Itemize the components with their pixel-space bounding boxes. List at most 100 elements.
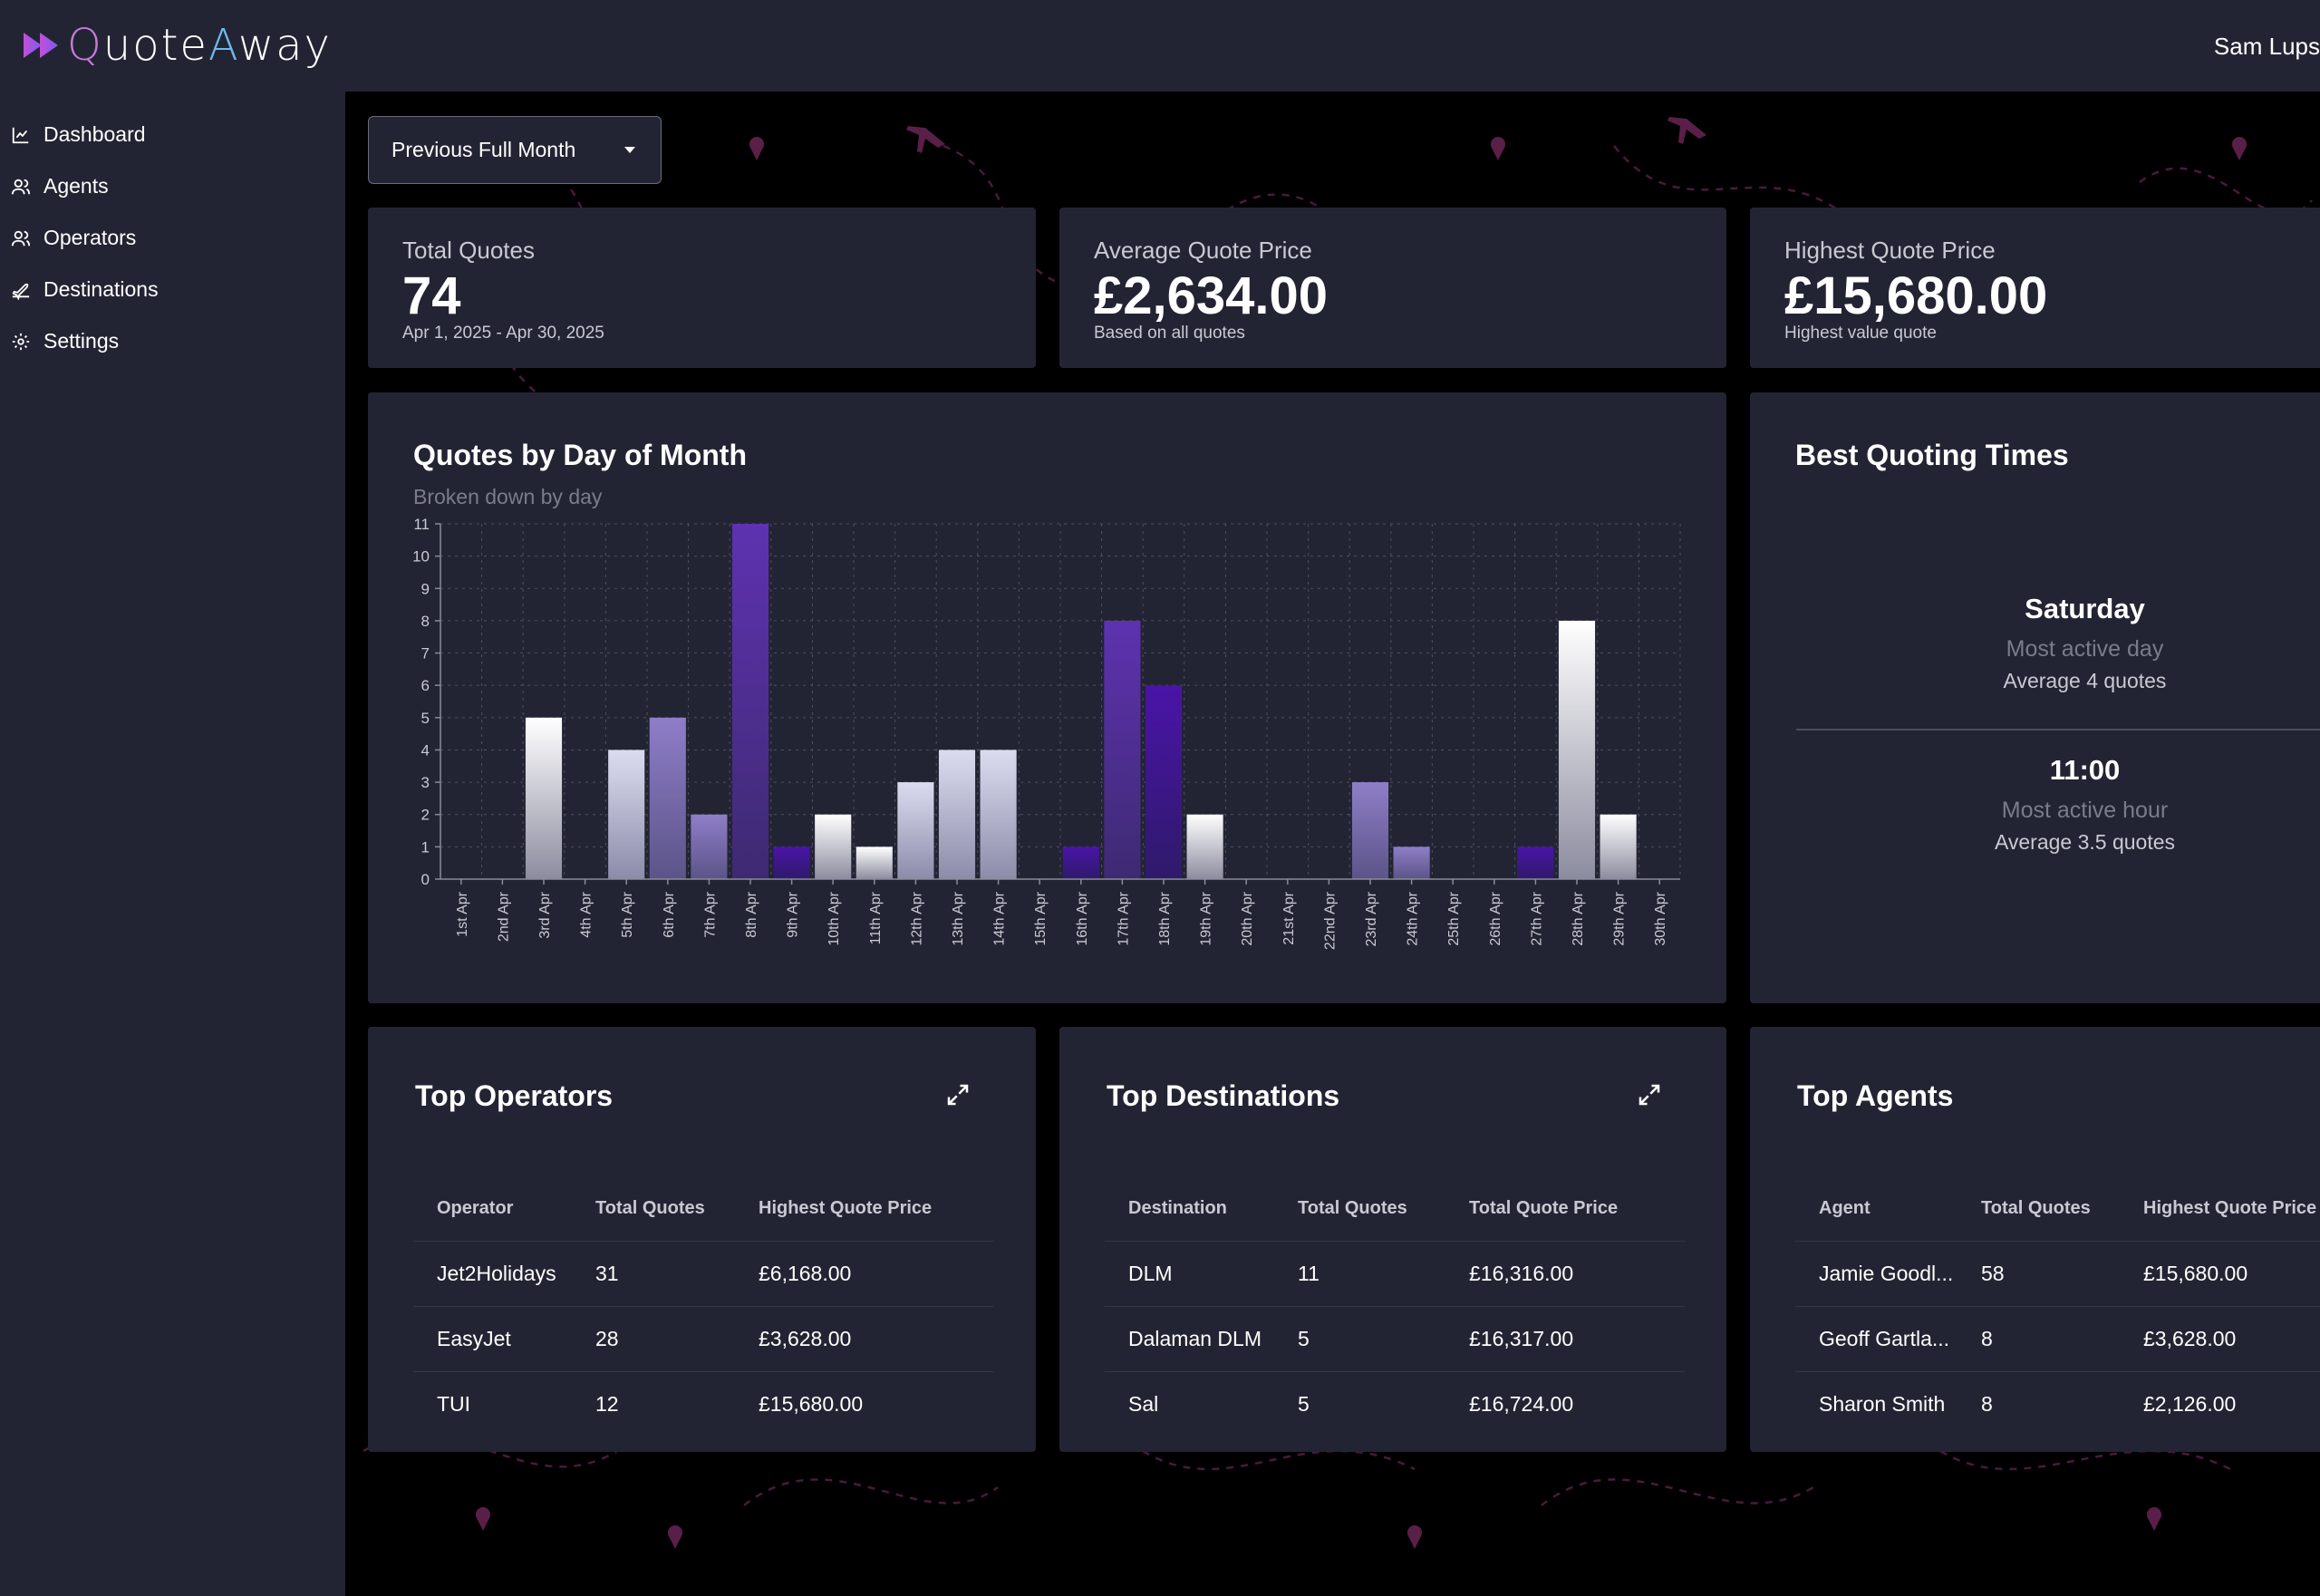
bar-5[interactable]	[608, 750, 645, 879]
bar-29[interactable]	[1600, 814, 1637, 879]
stat-subtext: Highest value quote	[1784, 324, 1937, 343]
most-active-day-label: Most active day	[2006, 636, 2164, 662]
table-row[interactable]: Sal 5 £16,724.00	[1105, 1370, 1685, 1436]
x-tick-label: 16th Apr	[1075, 891, 1090, 945]
table-row[interactable]: Jamie Goodl... 58 £15,680.00	[1795, 1240, 2320, 1306]
period-select-value: Previous Full Month	[392, 138, 576, 161]
bar-16[interactable]	[1062, 846, 1099, 879]
table-row[interactable]: Geoff Gartla... 8 £3,628.00	[1795, 1305, 2320, 1371]
top-bar: Sam Lups	[345, 0, 2320, 92]
caret-down-icon	[624, 147, 635, 153]
sidebar-item-settings[interactable]: Settings	[11, 315, 159, 367]
x-tick-label: 30th Apr	[1653, 891, 1668, 945]
quoteaway-logo[interactable]: QuoteAway	[22, 20, 332, 71]
table-cell: £15,680.00	[759, 1370, 993, 1436]
x-tick-label: 27th Apr	[1529, 891, 1544, 945]
top-destinations-card: Top Destinations Destination Total Quote…	[1059, 1027, 1726, 1452]
most-active-hour-average: Average 3.5 quotes	[1994, 830, 2176, 854]
expand-icon[interactable]	[944, 1081, 972, 1108]
bar-14[interactable]	[980, 750, 1017, 879]
stat-subtext: Based on all quotes	[1094, 324, 1245, 343]
bar-24[interactable]	[1393, 846, 1430, 879]
chart-line-icon	[12, 127, 29, 143]
top-operators-table: Operator Total Quotes Highest Quote Pric…	[413, 1177, 993, 1436]
stat-value: 74	[402, 266, 461, 325]
stat-label: Total Quotes	[402, 237, 535, 264]
sidebar-item-label: Dashboard	[44, 122, 146, 146]
table-cell: 11	[1298, 1240, 1469, 1306]
divider	[1796, 729, 2320, 730]
bar-28[interactable]	[1558, 620, 1596, 879]
bar-7[interactable]	[691, 814, 728, 879]
user-menu[interactable]: Sam Lups	[2213, 33, 2320, 60]
bar-6[interactable]	[649, 717, 686, 879]
column-header: Highest Quote Price	[759, 1198, 933, 1219]
bar-3[interactable]	[525, 717, 563, 879]
sidebar-item-label: Destinations	[44, 277, 159, 301]
table-cell: 58	[1981, 1240, 2143, 1306]
most-active-day-average: Average 4 quotes	[2003, 669, 2167, 692]
y-tick-label: 2	[421, 807, 430, 824]
sidebar-item-operators[interactable]: Operators	[11, 212, 159, 264]
gear-icon	[12, 333, 30, 350]
column-header: Total Quotes	[1298, 1198, 1407, 1219]
table-cell: Geoff Gartla...	[1795, 1305, 1981, 1371]
table-cell: £16,724.00	[1469, 1370, 1685, 1436]
y-tick-label: 9	[421, 580, 430, 597]
sidebar-item-label: Settings	[44, 329, 120, 353]
best-quoting-times-card: Best Quoting Times	[1750, 392, 2320, 1003]
bar-8[interactable]	[731, 524, 769, 879]
x-tick-label: 29th Apr	[1612, 891, 1628, 945]
table-row[interactable]: Dalaman DLM 5 £16,317.00	[1105, 1305, 1685, 1371]
table-row[interactable]: Sharon Smith 8 £2,126.00	[1795, 1370, 2320, 1436]
x-tick-label: 15th Apr	[1033, 891, 1049, 945]
table-row[interactable]: DLM 11 £16,316.00	[1105, 1240, 1685, 1306]
users-icon	[11, 230, 31, 246]
column-header: Total Quotes	[1981, 1198, 2091, 1219]
sidebar-item-agents[interactable]: Agents	[11, 160, 159, 212]
table-cell: EasyJet	[413, 1305, 595, 1371]
x-tick-label: 2nd Apr	[496, 891, 511, 942]
bar-11[interactable]	[856, 846, 893, 879]
table-cell: Jamie Goodl...	[1795, 1240, 1981, 1306]
y-tick-label: 5	[421, 710, 430, 727]
stat-card-total-quotes: Total Quotes 74 Apr 1, 2025 - Apr 30, 20…	[368, 208, 1036, 368]
x-tick-label: 21st Apr	[1281, 891, 1297, 944]
bar-27[interactable]	[1517, 846, 1554, 879]
y-tick-label: 7	[421, 645, 430, 663]
top-destinations-table: Destination Total Quotes Total Quote Pri…	[1105, 1177, 1685, 1436]
sidebar-item-destinations[interactable]: Destinations	[11, 264, 159, 315]
bar-9[interactable]	[773, 846, 810, 879]
bar-10[interactable]	[815, 814, 852, 879]
chart-subtitle: Broken down by day	[413, 485, 603, 508]
x-tick-label: 11th Apr	[868, 891, 884, 944]
x-tick-label: 26th Apr	[1488, 891, 1503, 945]
period-select[interactable]: Previous Full Month	[368, 116, 662, 184]
table-cell: TUI	[413, 1370, 595, 1436]
bar-18[interactable]	[1145, 685, 1183, 879]
table-row[interactable]: TUI 12 £15,680.00	[413, 1370, 993, 1436]
bar-17[interactable]	[1104, 620, 1141, 879]
table-cell: Jet2Holidays	[413, 1240, 595, 1306]
table-row[interactable]: EasyJet 28 £3,628.00	[413, 1305, 993, 1371]
bar-12[interactable]	[897, 782, 934, 879]
bar-13[interactable]	[938, 750, 976, 879]
y-tick-label: 8	[421, 613, 430, 630]
x-tick-label: 1st Apr	[455, 891, 470, 936]
table-row[interactable]: Jet2Holidays 31 £6,168.00	[413, 1240, 993, 1306]
column-header: Destination	[1128, 1198, 1227, 1219]
y-tick-label: 6	[421, 677, 430, 694]
quotes-by-day-chart: 0 1 2 3 4 5 6 7 8 9 10 11 1st Apr 2nd Apr 3rd Apr 4th …	[412, 516, 1681, 950]
table-cell: 28	[595, 1305, 759, 1371]
expand-icon[interactable]	[1636, 1081, 1663, 1108]
x-tick-label: 18th Apr	[1157, 891, 1173, 945]
x-tick-label: 3rd Apr	[537, 891, 553, 938]
table-cell: £16,316.00	[1469, 1240, 1685, 1306]
bar-23[interactable]	[1351, 782, 1389, 879]
x-tick-label: 24th Apr	[1406, 891, 1421, 945]
table-cell: £2,126.00	[2143, 1370, 2320, 1436]
chart-title: Quotes by Day of Month	[413, 439, 747, 471]
sidebar-item-dashboard[interactable]: Dashboard	[11, 109, 159, 160]
bar-19[interactable]	[1186, 814, 1223, 879]
table-header-row: Agent Total Quotes Highest Quote Price	[1795, 1177, 2320, 1241]
